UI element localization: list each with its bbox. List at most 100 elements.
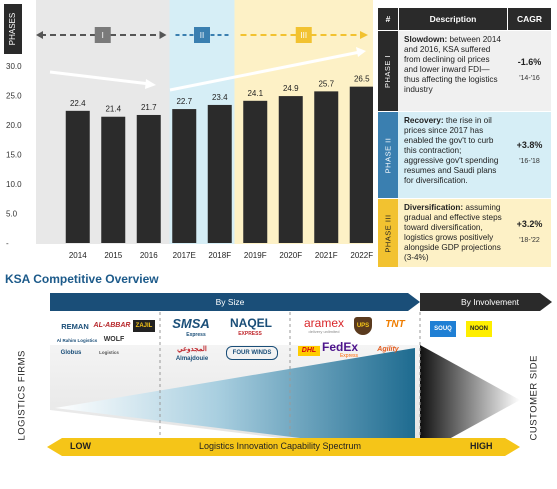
phase-bar-chart: PHASES 30.0 25.0 20.0 15.0 10.0 5.0- I II III 22.4… — [0, 0, 373, 262]
logo-aramex-tagline: delivery unlimited — [308, 329, 340, 334]
bar-value-label: 24.1 — [247, 89, 263, 98]
table-header-index: # — [378, 8, 398, 30]
phase-3-desc-text: assuming gradual and effective steps tow… — [404, 203, 502, 262]
bar-value-label: 22.7 — [176, 97, 192, 106]
bar-value-label: 26.5 — [354, 75, 370, 84]
logo-almajdouie-arabic: المجدوعي — [177, 346, 207, 353]
logo-tnt: TNT — [385, 319, 405, 330]
bar-value-label: 21.4 — [105, 105, 121, 114]
phase-2-cagr-value: +3.8% — [516, 140, 543, 150]
dark-fan-shape — [420, 345, 520, 455]
x-tick-label: 2015 — [104, 251, 122, 260]
by-size-label: By Size — [215, 297, 245, 307]
phase-3-arrow-head — [360, 31, 368, 39]
x-tick-label: 2022F — [350, 251, 373, 260]
logo-al-abbar: AL-ABBAR — [93, 322, 131, 329]
bar-2019F — [243, 100, 268, 243]
phase-2-cagr: +3.8% '16-'18 — [508, 112, 551, 198]
by-involvement-label: By Involvement — [460, 297, 520, 307]
blue-fan-shape — [55, 348, 415, 452]
logo-zajil: ZAJIL — [133, 320, 155, 332]
phase-2-cagr-period: '16-'18 — [519, 158, 540, 165]
bar-2015 — [101, 116, 126, 243]
spectrum-high-label: HIGH — [470, 441, 493, 451]
logo-ups: UPS — [354, 317, 372, 335]
logo-four-winds: FOUR WINDS — [226, 346, 278, 360]
trend-arrow-1-head — [145, 79, 156, 89]
y-tick-label: 15.0 — [6, 151, 22, 160]
logo-logistics: Logistics — [99, 350, 119, 355]
logo-wolf: WOLF — [103, 336, 125, 343]
logo-souq: SOUQ — [430, 321, 456, 337]
spectrum-label: Logistics Innovation Capability Spectrum — [198, 441, 362, 451]
y-axis-label-box — [4, 4, 22, 54]
x-tick-label: 2020F — [279, 251, 302, 260]
phase-3-cagr-value: +3.2% — [516, 219, 543, 229]
bar-2020F — [278, 96, 303, 243]
overview-svg — [47, 293, 552, 456]
logo-al-rahim: Al Rahim Logistics — [56, 337, 98, 343]
y-tick-label: 5.0 — [6, 210, 18, 219]
phase-1-marker — [94, 27, 111, 43]
by-size-arrow — [50, 293, 420, 311]
customer-side-axis-label: CUSTOMER SIDE — [528, 354, 540, 441]
phase-3-marker — [295, 27, 312, 43]
phase-3-desc-title: Diversification: — [404, 203, 464, 212]
y-tick-label: 25.0 — [6, 92, 22, 101]
logo-globus: Globus — [60, 350, 82, 356]
phase-table: # Description CAGR PHASE I Slowdown: bet… — [378, 8, 551, 267]
phase-1-cagr: -1.6% '14-'16 — [508, 31, 551, 111]
table-header-description: Description — [399, 8, 507, 30]
logo-almajdouie: Almajdouie — [175, 356, 209, 362]
phase-1-label: PHASE I — [383, 54, 393, 88]
y-tick-label: 20.0 — [6, 121, 22, 130]
by-involvement-arrow — [420, 293, 552, 311]
phase-1-cell: PHASE I — [378, 31, 398, 111]
phase-2-desc-title: Recovery: — [404, 116, 444, 125]
phase-1-arrow-head-left — [36, 31, 43, 39]
phase-1-cagr-period: '14-'16 — [519, 75, 540, 82]
bar-2022F — [349, 86, 373, 244]
trend-arrow-1 — [49, 70, 151, 86]
logistics-firms-axis-label: LOGISTICS FIRMS — [16, 350, 28, 441]
x-tick-label: 2018F — [208, 251, 231, 260]
x-tick-label: 2014 — [69, 251, 87, 260]
phase-1-cagr-value: -1.6% — [517, 57, 542, 67]
phase-3-cell: PHASE III — [378, 199, 398, 267]
bar-value-label: 21.7 — [141, 103, 157, 112]
phase-3-description: Diversification: assuming gradual and ef… — [398, 199, 508, 267]
logo-smsa: SMSA — [172, 316, 210, 331]
competitive-overview: By Size By Involvement REMAN AL-ABBAR ZA… — [0, 290, 557, 489]
spectrum-low-label: LOW — [70, 441, 91, 451]
spectrum-arrow — [47, 438, 520, 456]
logo-fedex-express: Express — [339, 352, 359, 359]
bar-value-label: 25.7 — [318, 79, 334, 88]
bar-2018F — [207, 104, 232, 243]
logo-reman: REMAN — [61, 322, 89, 331]
phase-3-marker-label: III — [300, 31, 307, 40]
logo-noon: NOON — [466, 321, 492, 337]
phase-3-cagr: +3.2% '18-'22 — [508, 199, 551, 267]
y-tick-label: 30.0 — [6, 62, 22, 71]
phase-2-cell: PHASE II — [378, 112, 398, 198]
logo-naqel: NAQEL — [230, 316, 272, 330]
x-tick-label: 2017E — [173, 251, 196, 260]
x-tick-label: 2021F — [315, 251, 338, 260]
bar-value-label: 24.9 — [283, 84, 299, 93]
x-tick-label: 2016 — [140, 251, 158, 260]
phase-2-marker — [194, 27, 210, 43]
bar-value-label: 22.4 — [70, 99, 86, 108]
trend-arrow-2 — [169, 50, 361, 92]
logo-naqel-express: EXPRESS — [238, 330, 262, 337]
phase-2-desc-text: the rise in oil prices since 2017 has en… — [404, 116, 499, 185]
x-tick-label: 2019F — [244, 251, 267, 260]
y-axis-label: PHASES — [8, 13, 17, 45]
y-tick-label: - — [6, 239, 9, 248]
y-tick-label: 10.0 — [6, 180, 22, 189]
phase-1-desc-text: between 2014 and 2016, KSA suffered from… — [404, 35, 501, 94]
table-header-cagr: CAGR — [508, 8, 551, 30]
phase-1-desc-title: Slowdown: — [404, 35, 448, 44]
phase-2-marker-label: II — [200, 31, 204, 40]
logo-dhl: DHL — [298, 346, 320, 356]
phase-1-arrow-head-right — [159, 31, 167, 39]
